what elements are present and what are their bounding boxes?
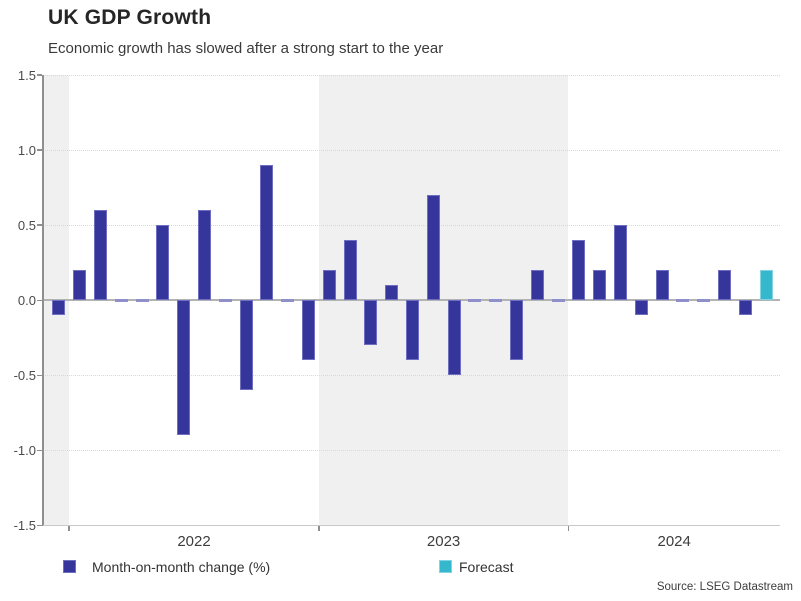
gdp-bar	[655, 270, 669, 301]
y-tick-mark	[37, 74, 42, 76]
x-tick-mark	[318, 525, 320, 531]
x-year-label: 2024	[657, 533, 691, 550]
gdp-bar	[364, 300, 378, 346]
gdp-bar	[509, 300, 523, 361]
gridline	[43, 74, 780, 76]
legend-label-month-on-month: Month-on-month change (%)	[92, 559, 271, 575]
y-tick-mark	[37, 524, 42, 527]
gdp-bar	[197, 210, 211, 301]
gdp-bar	[385, 285, 399, 301]
gdp-zero-bar	[468, 298, 482, 302]
x-tick-mark	[567, 525, 570, 531]
gdp-bar	[156, 225, 170, 301]
gdp-bar	[572, 240, 586, 301]
gdp-bar	[322, 270, 336, 301]
gdp-bar	[593, 270, 607, 301]
y-axis-spine	[42, 75, 44, 526]
legend-label-forecast: Forecast	[459, 559, 514, 575]
x-year-label: 2022	[177, 533, 211, 550]
gdp-bar	[738, 300, 752, 316]
gridline	[43, 224, 780, 226]
legend-swatch-forecast	[439, 560, 452, 573]
x-year-label: 2023	[426, 533, 461, 550]
gdp-bar	[177, 300, 191, 436]
gdp-zero-bar	[551, 298, 565, 302]
chart-title: UK GDP Growth	[48, 6, 212, 29]
gridline	[43, 374, 780, 376]
y-tick-mark	[37, 374, 42, 377]
gdp-zero-bar	[218, 298, 232, 302]
y-tick-label: -0.5	[13, 367, 36, 383]
y-tick-label: -1.0	[13, 443, 36, 458]
y-tick-label: 0.5	[17, 217, 36, 233]
gridline	[43, 450, 780, 451]
gdp-zero-bar	[676, 298, 690, 302]
gdp-bar	[426, 195, 440, 301]
y-tick-mark	[37, 149, 42, 151]
gdp-bar	[634, 300, 648, 316]
gdp-bar	[405, 300, 419, 361]
gdp-bar	[93, 210, 107, 301]
gdp-zero-bar	[489, 298, 503, 302]
gdp-bar	[52, 300, 66, 316]
x-tick-mark	[68, 525, 70, 531]
gdp-bar	[260, 165, 274, 301]
y-tick-mark	[37, 449, 42, 452]
gdp-bar	[530, 270, 544, 301]
gdp-bar	[343, 240, 357, 301]
gdp-bar	[613, 225, 627, 301]
chart-subtitle: Economic growth has slowed after a stron…	[48, 40, 444, 57]
gridline	[43, 149, 780, 151]
forecast-bar	[759, 270, 773, 301]
legend-swatch-month-on-month	[63, 560, 76, 573]
x-axis-spine	[43, 524, 780, 527]
gdp-bar	[239, 300, 253, 391]
gdp-bar	[73, 270, 87, 301]
y-tick-mark	[37, 224, 42, 226]
gdp-bar	[447, 300, 461, 376]
gdp-zero-bar	[281, 298, 295, 302]
gdp-zero-bar	[135, 298, 149, 302]
y-tick-label: 0.0	[17, 292, 36, 308]
gdp-zero-bar	[697, 298, 711, 302]
gdp-bar	[717, 270, 731, 301]
gdp-zero-bar	[114, 298, 128, 302]
gdp-bar	[301, 300, 315, 361]
y-tick-label: 1.0	[17, 142, 36, 158]
source-credit: Source: LSEG Datastream	[656, 581, 793, 593]
y-tick-label: -1.5	[13, 518, 36, 534]
y-tick-label: 1.5	[17, 67, 36, 83]
y-tick-mark	[37, 299, 42, 302]
